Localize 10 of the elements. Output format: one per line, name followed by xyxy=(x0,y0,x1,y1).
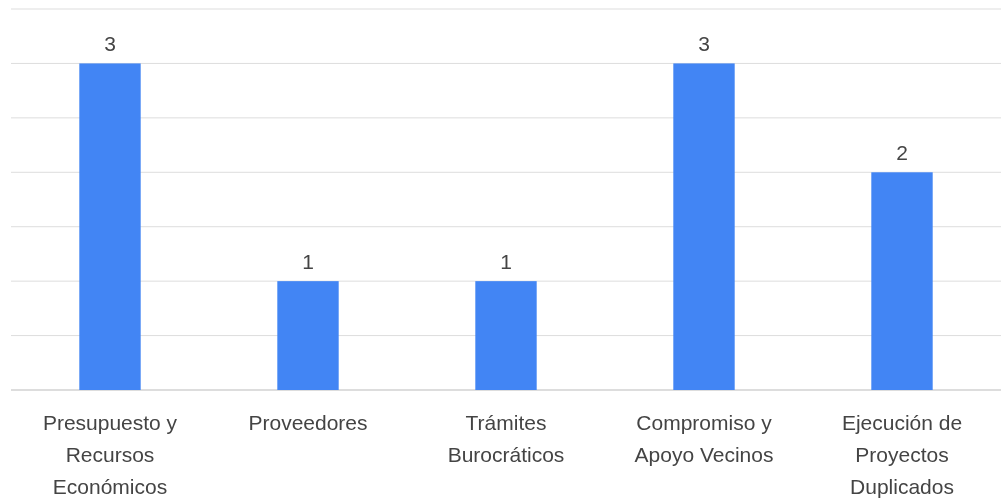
x-tick-label: Trámites Burocráticos xyxy=(447,411,565,466)
x-tick-label: Compromiso y Apoyo Vecinos xyxy=(634,411,774,466)
data-label: 1 xyxy=(302,250,314,274)
data-label: 1 xyxy=(500,250,512,274)
x-tick-label: Ejecución de Proyectos Duplicados xyxy=(841,411,963,498)
x-tick-label: Proveedores xyxy=(248,411,368,434)
data-label: 3 xyxy=(698,32,710,56)
data-label: 2 xyxy=(896,141,908,165)
x-tick-label: Presupuesto y Recursos Económicos xyxy=(42,411,178,498)
data-label: 3 xyxy=(104,32,116,56)
